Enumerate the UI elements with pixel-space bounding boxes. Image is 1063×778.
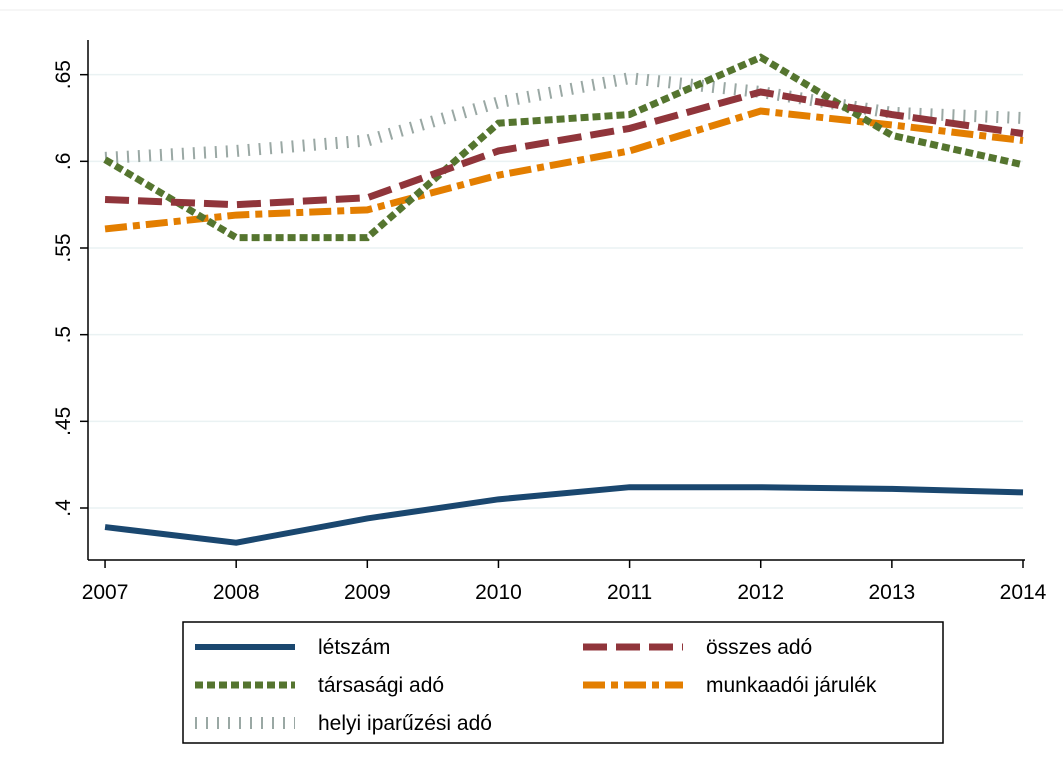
series-line: [104, 107, 1024, 233]
series-line: [104, 88, 1024, 209]
x-tick-label: 2014: [1000, 581, 1047, 604]
legend-label: munkaadói járulék: [706, 674, 877, 697]
legend-label: helyi iparűzési adó: [318, 712, 492, 735]
legend-label: összes adó: [706, 636, 812, 659]
y-tick-label: .45: [52, 407, 75, 436]
y-tick-label: .5: [52, 326, 75, 344]
y-tick-label: .6: [52, 153, 75, 171]
legend-box: [182, 621, 944, 744]
x-tick-label: 2008: [213, 581, 260, 604]
x-tick-label: 2013: [869, 581, 916, 604]
x-tick-label: 2012: [737, 581, 784, 604]
y-tick-label: .65: [52, 60, 75, 89]
legend-label: társasági adó: [318, 674, 444, 697]
y-tick-label: .55: [52, 233, 75, 262]
x-tick-label: 2009: [344, 581, 391, 604]
x-tick-label: 2007: [82, 581, 129, 604]
legend-label: létszám: [318, 636, 390, 659]
series-line: [103, 53, 1024, 242]
x-tick-label: 2011: [607, 581, 652, 604]
series-line: [104, 484, 1024, 546]
x-tick-label: 2010: [475, 581, 522, 604]
y-tick-label: .4: [52, 499, 75, 517]
